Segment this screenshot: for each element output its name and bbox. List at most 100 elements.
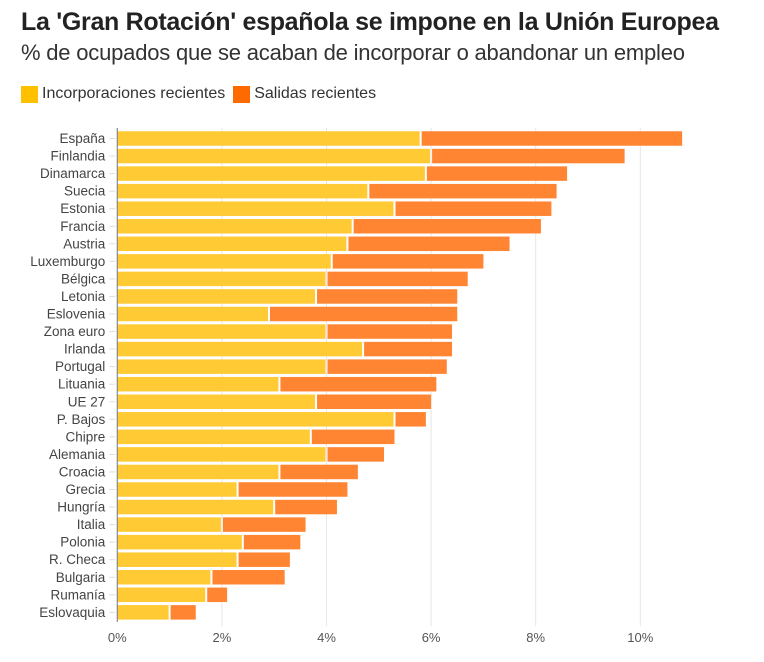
x-tick-label: 4% xyxy=(317,630,336,645)
category-label: Letonia xyxy=(61,289,106,304)
chart-title: La 'Gran Rotación' española se impone en… xyxy=(21,8,719,36)
bar-salidas[interactable] xyxy=(395,201,552,216)
bar-incorporaciones[interactable] xyxy=(117,254,331,269)
bar-incorporaciones[interactable] xyxy=(117,271,326,287)
bar-salidas[interactable] xyxy=(369,183,557,199)
category-label: Portugal xyxy=(55,359,105,374)
bar-incorporaciones[interactable] xyxy=(117,587,206,603)
bar-incorporaciones[interactable] xyxy=(117,131,420,146)
chart-subtitle: % de ocupados que se acaban de incorpora… xyxy=(21,40,685,65)
bar-salidas[interactable] xyxy=(353,219,541,234)
bar-incorporaciones[interactable] xyxy=(117,289,316,304)
bar-incorporaciones[interactable] xyxy=(117,429,310,445)
bar-incorporaciones[interactable] xyxy=(117,499,274,515)
bar-incorporaciones[interactable] xyxy=(117,394,316,410)
legend-item-incorporaciones[interactable]: Incorporaciones recientes xyxy=(21,85,225,103)
category-label: Grecia xyxy=(66,482,106,497)
category-label: Bélgica xyxy=(61,271,106,286)
bar-salidas[interactable] xyxy=(238,482,348,497)
bar-incorporaciones[interactable] xyxy=(117,570,211,585)
bar-salidas[interactable] xyxy=(243,534,301,550)
category-label: España xyxy=(60,131,106,146)
bar-salidas[interactable] xyxy=(327,359,447,374)
bar-salidas[interactable] xyxy=(311,429,395,445)
category-label: Irlanda xyxy=(64,342,106,357)
category-label: Hungría xyxy=(57,500,106,515)
bar-incorporaciones[interactable] xyxy=(117,306,268,322)
bar-salidas[interactable] xyxy=(426,166,568,181)
bar-incorporaciones[interactable] xyxy=(117,376,279,392)
bar-incorporaciones[interactable] xyxy=(117,552,237,567)
category-label: Austria xyxy=(63,236,106,251)
bar-salidas[interactable] xyxy=(327,447,385,462)
bar-salidas[interactable] xyxy=(170,605,196,620)
category-label: Francia xyxy=(60,219,106,234)
bar-incorporaciones[interactable] xyxy=(117,148,431,164)
bar-incorporaciones[interactable] xyxy=(117,517,221,532)
bar-incorporaciones[interactable] xyxy=(117,341,363,357)
bar-salidas[interactable] xyxy=(317,289,458,304)
bar-salidas[interactable] xyxy=(275,499,337,515)
category-label: Bulgaria xyxy=(56,570,106,585)
bars xyxy=(117,131,683,620)
category-label: Eslovenia xyxy=(47,307,106,322)
category-label: P. Bajos xyxy=(57,412,106,427)
x-tick-label: 2% xyxy=(213,630,232,645)
bar-salidas[interactable] xyxy=(222,517,306,532)
legend: Incorporaciones recientes Salidas recien… xyxy=(21,85,384,103)
category-labels: España Finlandia Dinamarca Suecia Estonia Fra… xyxy=(30,128,118,622)
bar-incorporaciones[interactable] xyxy=(117,605,169,620)
bar-incorporaciones[interactable] xyxy=(117,166,425,181)
category-label: Finlandia xyxy=(51,149,106,164)
legend-swatch-incorporaciones xyxy=(21,85,38,103)
bar-incorporaciones[interactable] xyxy=(117,236,347,252)
bar-incorporaciones[interactable] xyxy=(117,359,326,374)
bar-salidas[interactable] xyxy=(238,552,290,567)
bar-salidas[interactable] xyxy=(212,570,285,585)
bar-incorporaciones[interactable] xyxy=(117,447,326,462)
bar-salidas[interactable] xyxy=(317,394,432,410)
legend-swatch-salidas xyxy=(233,85,251,103)
category-label: Alemania xyxy=(49,447,106,462)
bar-incorporaciones[interactable] xyxy=(117,482,237,497)
bar-incorporaciones[interactable] xyxy=(117,464,279,480)
category-label: Polonia xyxy=(60,535,106,550)
legend-item-salidas[interactable]: Salidas recientes xyxy=(233,85,376,103)
bar-incorporaciones[interactable] xyxy=(117,183,368,199)
category-label: UE 27 xyxy=(68,394,106,409)
category-label: Suecia xyxy=(64,184,106,199)
bar-salidas[interactable] xyxy=(395,412,426,427)
category-label: Chipre xyxy=(66,429,106,444)
bar-salidas[interactable] xyxy=(280,464,358,480)
bar-incorporaciones[interactable] xyxy=(117,412,394,427)
category-label: Zona euro xyxy=(44,324,106,339)
bar-salidas[interactable] xyxy=(332,254,484,269)
category-label: Lituania xyxy=(58,377,106,392)
bar-salidas[interactable] xyxy=(327,271,468,287)
bar-salidas[interactable] xyxy=(432,148,625,164)
bar-salidas[interactable] xyxy=(207,587,228,603)
x-tick-label: 10% xyxy=(627,630,653,645)
bar-salidas[interactable] xyxy=(364,341,453,357)
category-label: R. Checa xyxy=(49,552,106,567)
x-tick-label: 0% xyxy=(108,630,127,645)
category-label: Italia xyxy=(77,517,106,532)
bar-salidas[interactable] xyxy=(269,306,458,322)
x-axis-ticks: 0% 2% 4% 6% 8% 10% xyxy=(108,630,654,645)
bar-incorporaciones[interactable] xyxy=(117,534,242,550)
bar-salidas[interactable] xyxy=(280,376,437,392)
bar-incorporaciones[interactable] xyxy=(117,324,326,339)
bar-salidas[interactable] xyxy=(327,324,453,339)
x-tick-label: 8% xyxy=(526,630,545,645)
category-label: Dinamarca xyxy=(40,166,106,181)
bar-salidas[interactable] xyxy=(348,236,510,252)
bar-incorporaciones[interactable] xyxy=(117,219,352,234)
category-label: Eslovaquia xyxy=(39,605,106,620)
x-tick-label: 6% xyxy=(422,630,441,645)
category-label: Croacia xyxy=(59,464,106,479)
category-label: Estonia xyxy=(60,201,106,216)
legend-label-incorporaciones: Incorporaciones recientes xyxy=(42,85,226,102)
bar-salidas[interactable] xyxy=(421,131,683,146)
bar-incorporaciones[interactable] xyxy=(117,201,394,216)
